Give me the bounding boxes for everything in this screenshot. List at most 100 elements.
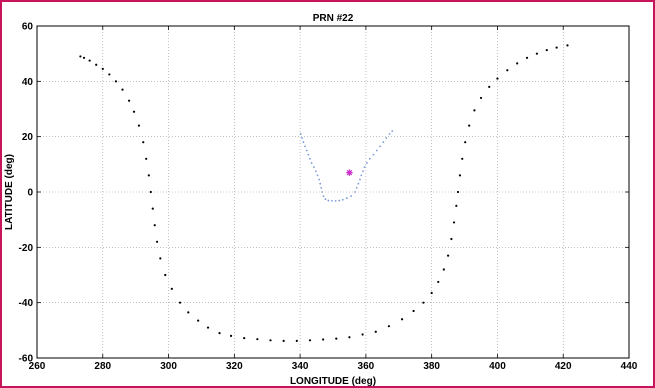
x-tick-label: 400 [489, 361, 506, 372]
ground-track-point [282, 339, 285, 342]
ground-track-point [516, 62, 519, 65]
visible-track-point [363, 166, 366, 169]
y-tick-label: -40 [19, 298, 34, 309]
ground-track-point [458, 174, 462, 177]
ground-track-point [455, 204, 458, 207]
ground-track-point [348, 336, 351, 339]
y-axis-label: LATITUDE (deg) [4, 154, 15, 230]
ground-track-point [430, 291, 433, 295]
ground-track-point [95, 63, 98, 66]
ground-track-point [535, 52, 539, 55]
ground-track-point [452, 221, 456, 224]
ground-track-point [496, 77, 499, 80]
ground-track-point [442, 268, 445, 271]
x-tick-label: 260 [29, 361, 46, 372]
ground-track-point [506, 69, 509, 72]
visible-track-point [379, 145, 381, 148]
ground-track-point [473, 109, 476, 112]
visible-track-point [301, 137, 303, 139]
x-tick-label: 300 [160, 361, 177, 372]
x-axis-label: LONGITUDE (deg) [290, 376, 376, 387]
ground-track-point [159, 257, 162, 260]
x-tick-label: 380 [423, 361, 440, 372]
ground-track-point [447, 254, 450, 257]
visible-track-point [355, 186, 358, 189]
visible-track-point [360, 174, 363, 177]
visible-track-point [321, 191, 324, 193]
ground-track-point [155, 240, 159, 243]
visible-track-point [318, 178, 321, 181]
visible-track-point [365, 162, 368, 164]
ground-track-point [555, 46, 558, 49]
ground-track-point [187, 311, 190, 314]
y-tick-label: -20 [19, 243, 34, 254]
ground-track-point [147, 174, 150, 177]
visible-track-point [385, 137, 388, 139]
visible-track-point [310, 162, 313, 164]
visible-track-point [350, 195, 352, 198]
ground-track-point [127, 99, 131, 102]
ground-track-point [121, 88, 124, 91]
ground-track-point [137, 124, 141, 127]
ground-track-point [108, 73, 111, 76]
y-tick-label: -60 [19, 354, 34, 365]
ground-track-point [525, 56, 529, 59]
ground-track-point [295, 339, 298, 342]
ground-track-point [149, 190, 152, 194]
series-layer [79, 44, 569, 342]
ground-track-point [335, 337, 338, 340]
ground-track-point [468, 124, 471, 127]
grid [37, 26, 629, 358]
visible-track-point [304, 145, 306, 148]
visible-track-point [357, 182, 360, 185]
visible-track-point [302, 141, 305, 144]
visible-track-point [313, 166, 315, 169]
x-tick-label: 280 [94, 361, 111, 372]
ground-track-point [256, 338, 259, 341]
ground-track-point [488, 85, 491, 88]
ground-track-point [361, 333, 364, 336]
ground-track-point [88, 59, 91, 62]
ground-track-point [450, 237, 453, 241]
y-tick-label: 40 [22, 77, 34, 88]
ground-track-point [308, 339, 312, 342]
visible-track-point [322, 195, 325, 198]
visible-track-point [338, 199, 341, 202]
x-tick-label: 440 [621, 361, 638, 372]
ground-track-point [170, 287, 173, 290]
visible-track-point [382, 141, 385, 144]
ground-track-point [456, 190, 460, 194]
ground-track-point [422, 301, 425, 304]
visible-track-point [368, 157, 371, 160]
visible-track-point [372, 153, 375, 156]
y-tick-label: 0 [27, 188, 33, 199]
ground-track-point [178, 301, 182, 304]
ground-track-point [101, 67, 104, 70]
ground-track-point [566, 44, 569, 47]
ground-track-point [479, 96, 483, 100]
x-tick-label: 340 [292, 361, 309, 372]
y-tick-label: 60 [22, 22, 34, 33]
visible-track-point [320, 186, 323, 189]
y-tick-label: 20 [22, 132, 34, 143]
visible-track-point [341, 198, 344, 201]
x-tick-label: 360 [358, 361, 375, 372]
visible-track-point [316, 174, 319, 177]
ground-track-point [132, 110, 136, 113]
ground-track-point [164, 273, 167, 277]
ground-track-point [374, 330, 377, 333]
visible-track-point [324, 198, 327, 201]
ground-track-point [400, 318, 404, 321]
visible-track-point [319, 182, 322, 185]
ground-track-point [151, 207, 154, 210]
ground-station-marker [346, 169, 353, 176]
visible-track-point [362, 170, 364, 173]
ground-track-point [197, 319, 200, 322]
visible-track-point [314, 170, 317, 173]
x-tick-label: 420 [555, 361, 572, 372]
ground-track-point [114, 80, 118, 83]
visible-track-point [388, 133, 391, 135]
visible-track-point [391, 130, 394, 133]
ground-track-point [322, 338, 325, 341]
